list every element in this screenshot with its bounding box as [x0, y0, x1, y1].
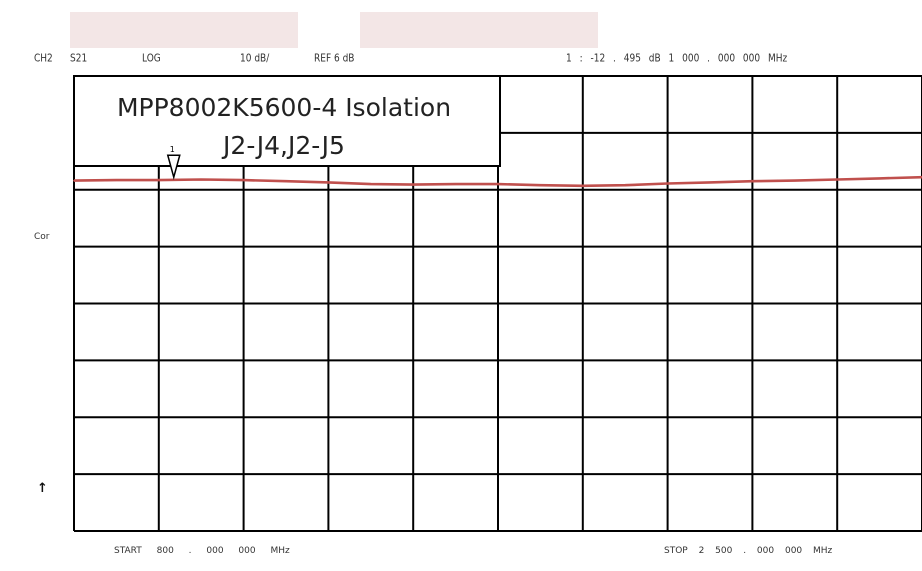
- reference-level-label: REF 6 dB: [314, 53, 355, 65]
- trace-point: [794, 179, 796, 182]
- trace-point: [539, 184, 542, 186]
- chart-subtitle: J2-J4,J2-J5: [221, 131, 345, 160]
- up-arrow-icon: ↑: [37, 481, 48, 496]
- chart-title: MPP8002K5600-4 Isolation: [117, 93, 451, 122]
- channel-label: CH2: [34, 53, 53, 65]
- trace-point: [582, 184, 584, 187]
- trace-point: [285, 180, 287, 183]
- format-label: LOG: [142, 53, 161, 65]
- chart-title-box: [73, 75, 501, 167]
- trace-point: [497, 183, 499, 185]
- trace-point: [158, 179, 160, 181]
- trace-point: [242, 179, 245, 181]
- redacted-box-right: [360, 12, 598, 48]
- stop-frequency-label: STOP 2 500 . 000 000 MHz: [664, 546, 833, 556]
- trace-point: [412, 183, 415, 186]
- marker-readout: 1 : -12 . 495 dB 1 000 . 000 000 MHz: [566, 53, 788, 65]
- marker-1-triangle-icon: [166, 154, 181, 181]
- trace-point: [878, 177, 881, 180]
- trace-point: [115, 179, 118, 181]
- trace-point: [200, 178, 202, 181]
- correction-indicator: Cor: [34, 232, 50, 242]
- trace-point: [327, 181, 330, 184]
- scale-label: 10 dB/: [240, 53, 270, 65]
- start-frequency-label: START 800 . 000 000 MHz: [114, 546, 290, 556]
- redacted-box-left: [70, 12, 298, 48]
- trace-point: [370, 183, 372, 185]
- trace-point: [624, 184, 626, 186]
- trace-point: [73, 179, 75, 182]
- trace-point: [454, 183, 457, 185]
- trace-point: [709, 181, 711, 184]
- marker-1-label: 1: [170, 145, 175, 154]
- trace-point: [751, 180, 754, 183]
- trace-point: [836, 178, 838, 181]
- s-parameter-label: S21: [70, 53, 88, 65]
- trace-point: [666, 182, 669, 185]
